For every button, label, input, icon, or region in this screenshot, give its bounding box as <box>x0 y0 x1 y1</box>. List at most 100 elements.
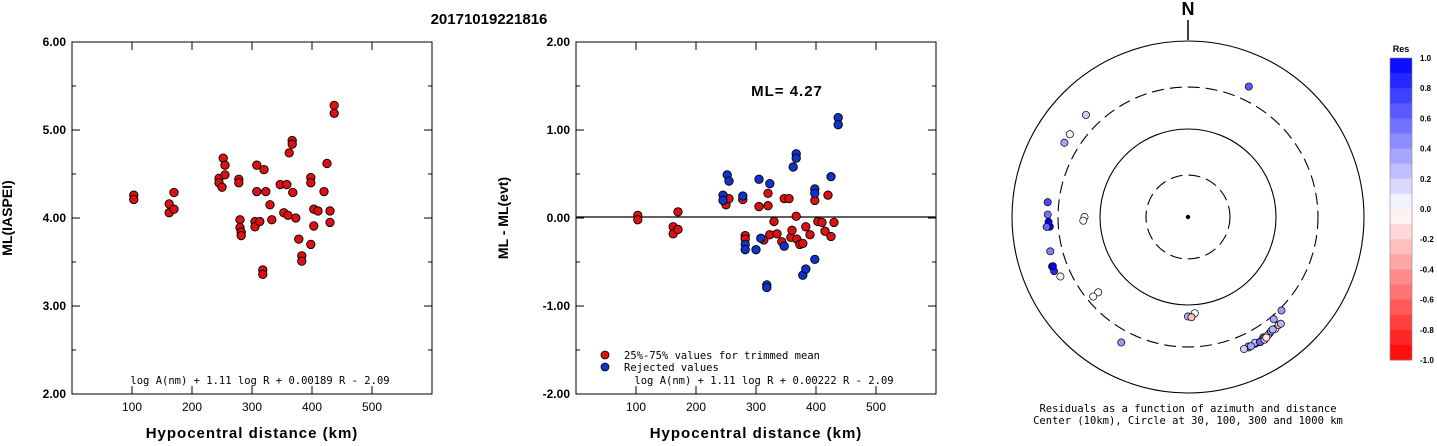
legend-trimmed-label: 25%-75% values for trimmed mean <box>624 350 820 362</box>
y-tick-label: 4.00 <box>43 211 67 225</box>
station-point <box>1276 319 1285 328</box>
trimmed-point <box>633 215 643 225</box>
data-point <box>252 186 262 197</box>
colorbar-cell <box>1390 133 1412 149</box>
trimmed-point <box>787 225 797 235</box>
station-markers <box>1042 82 1286 353</box>
legend-trimmed-marker <box>600 350 610 360</box>
data-point <box>322 158 332 169</box>
colorbar-cell <box>1390 118 1412 134</box>
north-label: N <box>1182 0 1195 19</box>
station-point <box>1046 247 1055 256</box>
trimmed-point <box>769 216 779 227</box>
trimmed-point <box>801 222 811 232</box>
rejected-point <box>762 282 772 293</box>
data-point <box>220 170 230 180</box>
y-tick-label: -2.00 <box>543 387 571 401</box>
trimmed-point <box>817 217 827 228</box>
station-point <box>1065 130 1074 139</box>
trimmed-point <box>805 230 815 240</box>
colorbar-cell <box>1390 284 1412 300</box>
data-point <box>294 234 304 244</box>
rejected-point <box>791 153 801 163</box>
data-point <box>297 256 307 266</box>
colorbar-tick-label: 0.8 <box>1420 84 1432 93</box>
station-point <box>1043 198 1052 207</box>
plot2-ylabel: ML - ML(evt) <box>495 177 511 259</box>
trimmed-point <box>791 211 801 221</box>
data-point <box>309 221 319 231</box>
colorbar-cell <box>1390 103 1412 119</box>
data-point <box>234 178 244 188</box>
rejected-point <box>779 241 789 251</box>
station-point <box>1089 292 1098 301</box>
data-point <box>319 186 329 197</box>
polar-caption-line1: Residuals as a function of azimuth and d… <box>1039 403 1336 415</box>
colorbar-tick-label: 0.6 <box>1420 114 1432 123</box>
data-point <box>129 194 139 205</box>
colorbar-labels: 1.0 0.8 0.6 0.4 0.2 0.0 -0.2 -0.4 -0.6 -0.8 -1.0 <box>1420 54 1434 365</box>
colorbar-cell <box>1390 88 1412 104</box>
plot1-ylabel: ML(IASPEI) <box>0 180 15 255</box>
rejected-point <box>833 120 843 130</box>
y-tick-label: 2.00 <box>43 387 67 401</box>
ring-300km <box>1057 86 1319 348</box>
trimmed-point <box>754 201 764 212</box>
data-point <box>261 186 271 197</box>
trimmed-point <box>820 226 830 236</box>
station-point <box>1244 82 1253 91</box>
colorbar-cell <box>1390 58 1412 74</box>
x-tick-label: 400 <box>302 400 322 414</box>
rejected-point <box>788 162 798 172</box>
colorbar-cell <box>1390 254 1412 270</box>
colorbar-cell <box>1390 178 1412 195</box>
x-tick-label: 500 <box>866 400 886 414</box>
colorbar-cell <box>1390 209 1412 225</box>
rejected-point <box>810 254 820 265</box>
data-point <box>258 269 268 279</box>
colorbar-cell <box>1390 239 1412 255</box>
rejected-point <box>765 179 775 189</box>
trimmed-point <box>763 201 773 211</box>
colorbar-cell <box>1390 163 1412 180</box>
colorbar-cell <box>1390 329 1412 346</box>
plot1-xlabel: Hypocentral distance (km) <box>146 425 359 441</box>
data-point <box>306 178 316 188</box>
trimmed-point <box>673 224 683 235</box>
trimmed-point <box>763 188 773 199</box>
page-title: 20171019221816 <box>431 11 548 28</box>
rejected-point <box>751 245 761 255</box>
station-point <box>1060 138 1069 147</box>
data-point <box>284 148 294 158</box>
station-point <box>1268 325 1277 334</box>
trimmed-point <box>829 217 839 228</box>
data-point <box>252 160 262 170</box>
station-point <box>1277 306 1286 315</box>
plot2-formula: log A(nm) + 1.11 log R + 0.00222 R - 2.0… <box>634 375 893 387</box>
station-point <box>1043 210 1052 219</box>
x-tick-label: 200 <box>686 400 706 414</box>
trimmed-point <box>772 229 782 239</box>
rejected-point <box>724 176 734 186</box>
station-point <box>1094 288 1103 297</box>
ml-annotation: ML= 4.27 <box>751 83 823 100</box>
station-point <box>1240 344 1248 353</box>
colorbar-cell <box>1390 148 1412 165</box>
ml-vs-distance-panel: 100 200 300 400 500 2.00 3.00 4.00 5.00 6.00 ML(I… <box>0 35 433 442</box>
station-point <box>1187 313 1196 322</box>
rejected-point <box>738 191 748 201</box>
x-tick-label: 100 <box>626 400 646 414</box>
azimuth-distance-panel: N Residuals as a function of azimuth and… <box>1011 0 1365 427</box>
colorbar-tick-label: -1.0 <box>1420 356 1434 365</box>
x-tick-label: 400 <box>806 400 826 414</box>
trimmed-point <box>673 207 683 217</box>
x-tick-label: 200 <box>182 400 202 414</box>
colorbar-cell <box>1390 269 1412 285</box>
rejected-point <box>826 171 836 182</box>
data-point <box>282 179 292 190</box>
rejected-point <box>810 188 820 199</box>
plot1-points <box>129 100 339 279</box>
plot1-formula: log A(nm) + 1.11 log R + 0.00189 R - 2.0… <box>130 375 389 387</box>
data-point <box>325 206 335 216</box>
data-point <box>235 215 245 225</box>
